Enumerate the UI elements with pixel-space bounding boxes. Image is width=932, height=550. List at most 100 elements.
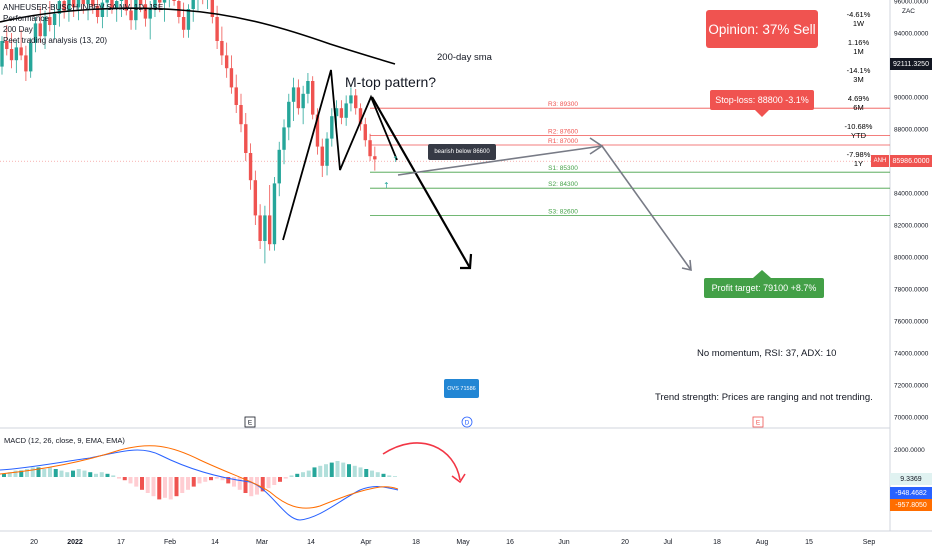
time-tick: 15: [805, 539, 813, 546]
ovs-marker[interactable]: OVS 71586: [444, 379, 479, 398]
price-tick: 84000.0000: [894, 191, 929, 198]
candle-body: [148, 9, 152, 19]
price-tick: 78000.0000: [894, 287, 929, 294]
candle-body: [258, 215, 262, 241]
macd-histogram-bar: [283, 477, 288, 479]
macd-histogram-bar: [381, 473, 386, 477]
price-tick: 72000.0000: [894, 383, 929, 390]
candle-body: [239, 105, 243, 125]
time-tick: Aug: [756, 539, 769, 546]
axes: 96000.000094000.000092000.000090000.0000…: [30, 0, 929, 546]
macd-histogram-bar: [122, 477, 127, 481]
macd-histogram-bar: [65, 472, 70, 477]
candle-body: [38, 23, 42, 37]
perf-period: 1W: [852, 19, 865, 28]
macd-histogram-bar: [220, 477, 225, 481]
macd-histogram-bar: [370, 470, 374, 477]
perf-value: -14.1%: [846, 66, 871, 75]
macd-histogram-bar: [232, 477, 236, 487]
candle-body: [191, 0, 195, 10]
candle-body: [143, 4, 148, 19]
macd-line: [0, 449, 399, 521]
candle-body: [215, 17, 219, 41]
macd-histogram-bar: [243, 477, 248, 493]
candle-body: [301, 93, 305, 109]
time-tick: Apr: [361, 539, 373, 546]
time-tick: 20: [621, 539, 629, 546]
candle-body: [0, 41, 4, 67]
macd-histogram-bar: [163, 477, 167, 498]
macd-line-value: -948.4682: [890, 487, 932, 499]
candle-body: [48, 17, 52, 25]
last-price-label: 85986.0000: [890, 155, 932, 167]
macd-histogram-bar: [375, 472, 380, 477]
candle-body: [95, 5, 100, 18]
candle-body: [282, 127, 286, 150]
candle-body: [124, 0, 128, 11]
macd-histogram-bar: [7, 472, 12, 477]
projection-leg-1: [397, 145, 603, 176]
macd-histogram-bar: [117, 477, 121, 479]
dividend-marker: [461, 416, 473, 428]
macd-histogram-bar: [318, 465, 323, 477]
candle-body: [368, 140, 372, 157]
candle-body: [177, 1, 181, 17]
candle-body: [325, 138, 329, 166]
time-tick: Feb: [164, 539, 176, 546]
macd-histogram-bar: [312, 467, 317, 477]
candle-body: [277, 149, 281, 184]
signal-line-value: -957.8050: [890, 499, 932, 511]
candle-body: [43, 17, 47, 37]
candle-body: [296, 87, 301, 109]
macd-histogram-bar: [352, 465, 357, 477]
macd-histogram-bar: [266, 477, 271, 489]
time-tick: 16: [506, 539, 514, 546]
macd-histogram-bar: [301, 472, 305, 477]
candle-body: [129, 10, 133, 21]
macd-histogram-bar: [387, 475, 392, 477]
bearish-tooltip: bearish below 86600: [428, 144, 496, 160]
sma-200-line: [0, 7, 396, 65]
indicator-peet-trading[interactable]: Peet trading analysis (13, 20): [3, 36, 108, 45]
macd-histogram-bar: [94, 473, 98, 477]
perf-value: -10.68%: [844, 122, 873, 131]
candle-body: [158, 0, 162, 3]
candle-body: [349, 95, 353, 104]
candle-body: [358, 108, 363, 125]
macd-histogram-bar: [260, 477, 265, 492]
macd-hist-value: 9.3369: [890, 473, 932, 485]
earnings-marker: [752, 416, 764, 428]
perf-1w: -4.61% 1W: [833, 5, 884, 31]
currency-label: ZAC: [902, 8, 915, 15]
macd-histogram-bar: [226, 477, 231, 484]
macd-histogram-bar: [249, 477, 254, 497]
macd-histogram-bar: [272, 477, 277, 485]
macd-histogram-bar: [134, 477, 139, 487]
candle-body: [28, 42, 33, 72]
event-letter: E: [756, 420, 761, 427]
macd-histogram-bar: [186, 477, 190, 490]
candle-body: [110, 0, 114, 10]
candle-body: [315, 114, 320, 147]
macd-histogram-bar: [99, 472, 104, 477]
candle-body: [306, 81, 310, 94]
candle-body: [119, 0, 124, 1]
time-tick: Jun: [558, 539, 569, 546]
candle-body: [86, 0, 90, 5]
signal-line: [0, 445, 399, 509]
price-tick: 74000.0000: [894, 351, 929, 358]
macd-label[interactable]: MACD (12, 26, close, 9, EMA, EMA): [4, 436, 125, 445]
macd-histogram-bar: [76, 469, 81, 477]
candlesticks: [0, 0, 377, 264]
candle-body: [267, 215, 272, 245]
indicator-performance[interactable]: Performance: [3, 14, 49, 23]
curved-arrow: [382, 442, 461, 481]
macd-histogram-bar: [174, 477, 179, 497]
macd-histogram-bar: [82, 470, 87, 477]
time-tick: 2022: [67, 539, 83, 546]
candle-body: [344, 103, 348, 118]
indicator-200-day[interactable]: 200 Day: [3, 25, 33, 34]
level-label: S3: 82600: [548, 208, 578, 215]
grid-lines: [0, 0, 932, 532]
